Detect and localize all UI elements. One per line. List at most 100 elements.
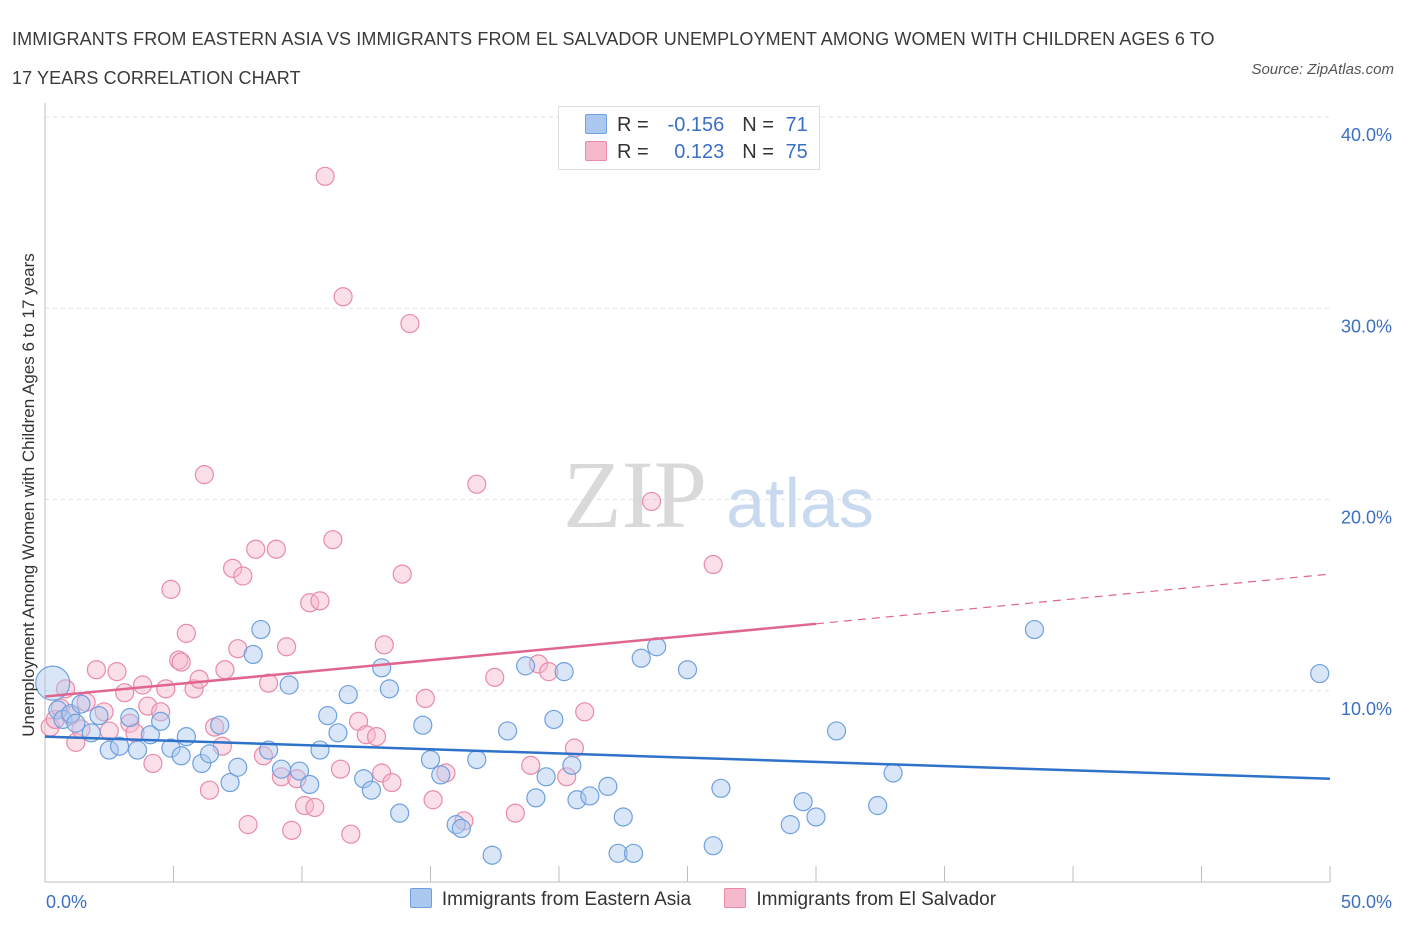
data-point [341,824,361,844]
data-point [192,753,212,774]
data-point [258,673,279,693]
data-point [372,658,392,678]
data-point [392,564,412,584]
series-el-salvador [40,166,723,844]
data-point [220,772,240,793]
data-point [703,836,723,856]
series-eastern-asia [35,619,1330,865]
data-point [305,797,325,818]
data-point [107,662,127,682]
data-point [641,491,662,512]
data-point [94,702,114,722]
data-point [361,780,381,800]
legend-n-value: 71 [785,114,808,136]
data-point [266,539,286,559]
data-point [562,755,582,775]
data-point [271,767,292,787]
data-point [554,662,574,682]
legend-r-value: 0.123 [674,141,725,163]
tick-labels: 10.0% 20.0% 30.0% 40.0% 0.0% 50.0% [46,125,1392,912]
data-point [580,786,600,806]
legend-swatch-blue [409,888,432,908]
data-point [99,740,119,760]
legend-r-label: R = [617,141,649,163]
x-tick-label: 50.0% [1341,892,1392,912]
data-point [246,539,266,559]
data-point [120,707,140,728]
data-point [328,723,348,743]
data-point [251,619,271,640]
data-point [539,662,559,682]
data-point [115,683,135,703]
data-point [199,744,220,764]
data-point [194,465,214,485]
data-point [199,780,220,800]
data-point [253,746,274,766]
data-point [379,679,399,699]
data-point [575,702,595,722]
data-point [631,648,651,668]
series-legend: Immigrants from Eastern Asia Immigrants … [0,888,1406,911]
legend-r-value: -0.156 [667,114,725,136]
grid-lines [45,116,1330,692]
data-point [189,669,209,689]
data-point [310,740,330,760]
data-point [243,644,263,665]
data-point [806,807,826,827]
data-point [86,660,107,680]
data-point [567,790,587,810]
data-point [498,721,518,741]
data-point [623,843,644,863]
legend-r-label: R = [617,114,649,136]
legend-n-label: N = [742,141,774,163]
data-point [228,757,248,777]
data-point [156,679,176,699]
legend-label-eastern-asia: Immigrants from Eastern Asia [441,889,692,910]
data-point [431,765,451,785]
data-point [48,700,68,720]
y-tick-label: 40.0% [1341,125,1392,145]
data-point [310,591,330,611]
y-tick-label: 20.0% [1341,508,1392,528]
data-point [323,530,343,550]
data-point [61,704,81,724]
y-tick-label: 10.0% [1341,699,1392,719]
trend-line-el-salvador-extrapolated [815,573,1331,625]
trend-line-eastern-asia [44,735,1331,780]
data-point [544,709,564,730]
data-point [315,166,335,186]
data-point [176,623,196,643]
data-point [276,637,297,657]
data-point [176,727,196,747]
data-point [423,790,443,810]
data-point [333,287,353,307]
data-point [1310,663,1330,684]
data-point [413,715,433,735]
data-point [467,474,487,494]
legend-row-eastern-asia: R = -0.156 N = 71 [585,112,808,138]
data-point [482,845,502,865]
data-point [258,740,279,760]
data-point [400,313,420,334]
data-point [366,727,387,747]
data-point [521,755,541,775]
data-point [71,694,91,714]
data-point [372,763,392,783]
axes [44,103,1331,883]
data-point [99,721,119,741]
data-point [793,792,813,812]
legend-label-el-salvador: Immigrants from El Salvador [756,889,997,910]
data-point [883,763,903,783]
watermark-zip: ZIP [563,441,707,548]
correlation-legend: R = -0.156 N = 71 R = 0.123 N = 75 [558,106,820,170]
trend-line-el-salvador [44,622,817,698]
data-point [868,795,888,816]
legend-row-el-salvador: R = 0.123 N = 75 [585,139,808,165]
data-point [354,769,374,789]
chart-title: IMMIGRANTS FROM EASTERN ASIA VS IMMIGRAN… [12,29,1215,88]
data-point [215,660,235,680]
data-point [515,656,536,676]
data-point [89,706,109,726]
data-point [233,566,253,586]
